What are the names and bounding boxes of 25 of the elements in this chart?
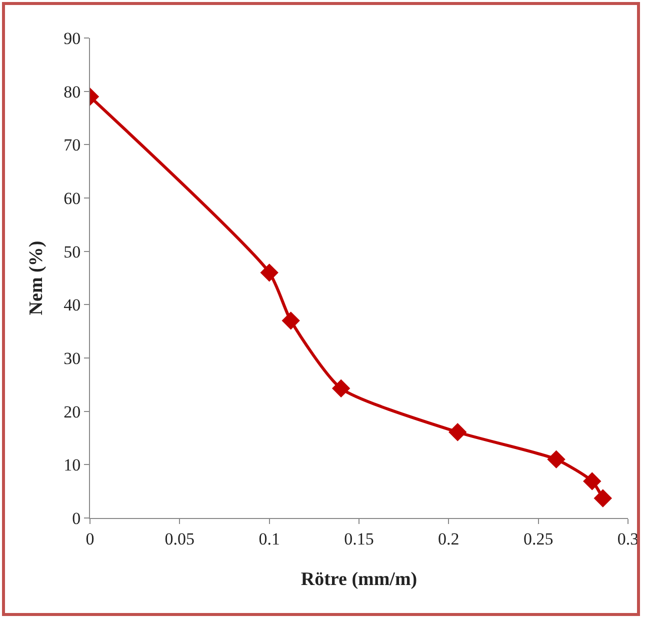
point [260, 264, 278, 282]
point [594, 489, 612, 508]
x-tick-label: 0.25 [523, 529, 554, 548]
y-tick-label: 70 [64, 136, 81, 155]
y-tick-label: 50 [64, 242, 81, 262]
y-tick-label: 60 [64, 188, 81, 208]
y-tick-label: 80 [64, 82, 81, 102]
point [547, 450, 566, 468]
point [448, 423, 467, 442]
x-tick-label: 0.2 [438, 529, 460, 548]
y-tick-label: 20 [64, 402, 81, 422]
y-tick-label: 90 [64, 28, 81, 48]
y-tick-label: 40 [64, 296, 81, 315]
point [583, 472, 602, 490]
x-tick-label: 0 [86, 529, 94, 548]
point [332, 379, 350, 398]
y-tick-label: 10 [64, 456, 81, 475]
x-tick-label: 0.1 [258, 529, 280, 548]
y-tick-label: 0 [72, 508, 81, 528]
x-axis-title: Rötre (mm/m) [300, 569, 418, 590]
point [282, 312, 300, 330]
y-tick-label: 30 [64, 348, 81, 368]
y-axis-title: Nem (%) [26, 240, 47, 316]
x-tick-label: 0.05 [164, 529, 195, 548]
x-tick-label: 0.15 [344, 529, 374, 548]
